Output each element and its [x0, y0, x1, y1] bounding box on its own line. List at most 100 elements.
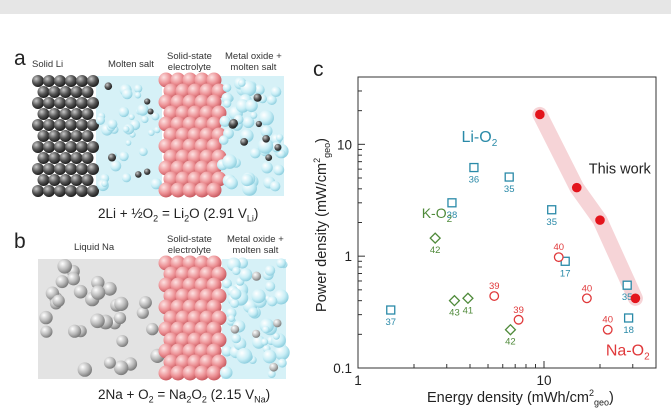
ref-label: 40	[602, 315, 613, 326]
oxide-bubble	[248, 307, 259, 318]
salt-bubble	[121, 88, 133, 100]
na-droplet	[39, 310, 53, 325]
salt-bubble	[153, 126, 161, 134]
li-atom	[48, 108, 61, 120]
series-name-label: Na-O2	[606, 342, 650, 362]
oxide-bubble	[242, 116, 255, 129]
oxide-bubble	[250, 147, 261, 159]
li-o2-point	[622, 280, 632, 290]
oxide-bubble	[267, 370, 276, 378]
this-work-point	[630, 293, 641, 304]
oxide-bubble	[223, 99, 232, 108]
li-atom	[87, 185, 99, 197]
ref-label: 37	[385, 317, 396, 328]
li-atom	[32, 97, 44, 109]
li-o2-point	[504, 172, 514, 182]
oxide-bubble	[262, 325, 270, 334]
panel-a-letter: a	[14, 47, 26, 70]
oxide-bubble	[239, 268, 253, 282]
top-bar	[0, 0, 671, 14]
label-liquid-na: Liquid Na	[74, 242, 115, 253]
li-atom	[54, 119, 66, 131]
na-droplet	[67, 272, 80, 286]
oxide-bubble	[273, 164, 285, 176]
na-o2-point	[553, 252, 564, 263]
li-atom	[43, 97, 55, 109]
na-droplet	[146, 322, 159, 336]
k-o2-point	[462, 292, 474, 305]
oxide-bubble	[267, 296, 278, 307]
oxide-bubble	[221, 345, 233, 357]
li-ion-particle	[135, 171, 142, 178]
salt-bubble	[107, 119, 118, 129]
li-atom	[87, 75, 99, 87]
label-solid-state-b: Solid-state electrolyte	[167, 234, 212, 256]
electrolyte-grain	[182, 365, 198, 381]
salt-bubble	[150, 178, 162, 190]
k-o2-point	[448, 294, 461, 307]
li-ion-particle	[108, 153, 116, 162]
li-atom	[81, 174, 94, 186]
li-atom	[37, 174, 50, 186]
li-atom	[32, 163, 44, 175]
ref-label: 39	[513, 305, 524, 316]
na-droplet	[68, 324, 82, 338]
oxide-bubble	[240, 174, 254, 187]
li-atom	[43, 163, 55, 175]
k-o2-point	[429, 232, 442, 244]
oxide-bubble	[226, 307, 237, 319]
na-droplet	[52, 294, 65, 307]
oxide-bubble	[277, 149, 286, 158]
li-atom	[70, 174, 83, 186]
series-name-label: Li-O2	[461, 129, 497, 149]
oxide-bubble	[261, 161, 273, 174]
oxide-bubble	[264, 265, 276, 276]
li-atom	[59, 152, 72, 164]
na-droplet	[55, 275, 69, 289]
salt-bubble	[134, 91, 142, 99]
ref-label: 42	[430, 245, 441, 256]
oxide-bubble	[274, 344, 290, 361]
oxide-bubble	[222, 278, 232, 289]
li-atom	[70, 108, 83, 120]
ref-label: 18	[623, 325, 634, 336]
oxide-bubble	[230, 298, 240, 308]
oxide-particle	[230, 325, 240, 334]
label-metal-oxide-b: Metal oxide + molten salt	[227, 234, 284, 256]
oxide-bubble	[261, 338, 269, 346]
oxide-particle	[253, 93, 262, 102]
oxide-bubble	[265, 281, 276, 292]
oxide-bubble	[222, 154, 237, 169]
li-atom	[70, 130, 83, 142]
li-atom	[76, 141, 88, 153]
li-atom	[59, 86, 72, 98]
li-atom	[76, 163, 88, 175]
metal-oxide-bubbles-a	[217, 77, 289, 196]
li-atom	[70, 86, 83, 98]
na-droplet	[139, 296, 152, 309]
li-atom	[37, 130, 50, 142]
salt-bubble	[121, 173, 132, 183]
label-solid-state-a: Solid-state electrolyte	[167, 51, 212, 73]
salt-bubble	[138, 147, 148, 157]
oxide-particle	[265, 154, 273, 162]
li-atom	[65, 97, 77, 109]
li-ion-particle	[144, 168, 151, 175]
salt-bubble	[133, 84, 143, 93]
li-atom	[81, 86, 94, 98]
oxide-particle	[255, 120, 262, 128]
li-o2-point	[547, 205, 557, 215]
oxide-bubble	[270, 86, 282, 97]
series-name-label: K-O2	[422, 205, 453, 225]
y-axis-label: Power density (mW/cm2geo)	[312, 138, 332, 312]
li-atom	[32, 75, 44, 87]
salt-bubble	[122, 125, 130, 133]
li-atom	[59, 108, 72, 120]
na-o2-point	[602, 324, 613, 335]
oxide-bubble	[219, 115, 231, 127]
na-droplet	[136, 306, 149, 319]
li-atom	[76, 97, 88, 109]
na-droplet	[113, 312, 127, 325]
oxide-bubble	[250, 111, 258, 119]
electrolyte-grain	[158, 365, 174, 381]
